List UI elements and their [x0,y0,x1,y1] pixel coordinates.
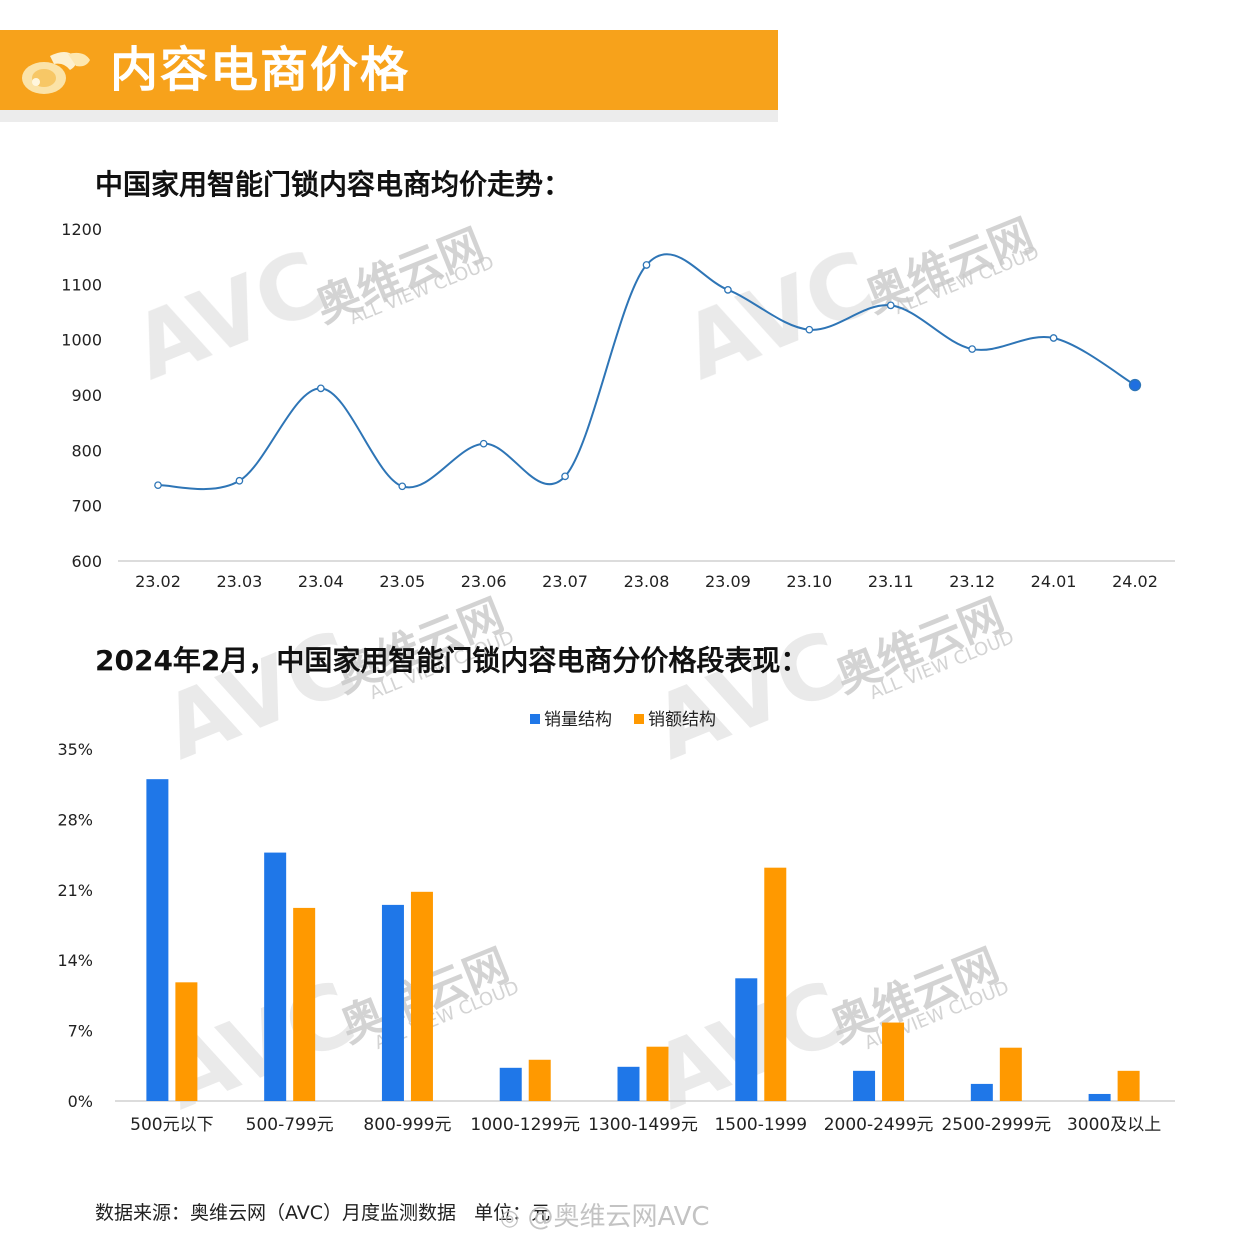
x-tick-label: 2000-2499元 [824,1115,934,1135]
data-point [235,476,244,485]
brand-swirl-icon [22,52,90,94]
data-point [398,482,407,491]
data-point [642,261,651,269]
y-tick-label: 700 [71,497,102,516]
x-tick-label: 23.02 [135,572,181,591]
bar-sales-volume [146,779,169,1101]
bar-sales-value [764,867,787,1101]
x-tick-label: 1500-1999 [714,1115,807,1135]
x-tick-label: 1000-1299元 [470,1115,580,1135]
bar-sales-volume [381,904,404,1101]
y-tick-label: 35% [57,740,93,759]
data-point [561,472,569,481]
bar-sales-value [999,1047,1022,1101]
legend-swatch [530,714,540,724]
y-tick-label: 1200 [61,220,102,239]
bar-sales-volume [1088,1093,1111,1101]
x-tick-label: 23.12 [949,572,995,591]
x-tick-label: 23.06 [461,572,507,591]
x-tick-label: 3000及以上 [1067,1115,1161,1135]
price-trend-line [157,253,1136,491]
x-tick-label: 23.09 [705,572,751,591]
bar-sales-value [410,891,433,1101]
header-banner [0,30,778,110]
source-text: 数据来源：奥维云网（AVC）月度监测数据 [95,1202,457,1224]
legend-swatch [634,714,644,724]
x-tick-label: 23.03 [217,572,263,591]
y-tick-label: 900 [71,386,102,405]
page-title: 内容电商价格 [110,42,411,98]
x-tick-label: 23.05 [379,572,425,591]
bar-sales-volume [735,978,758,1101]
price-segment-bar-chart: 销量结构 销额结构 0% 7% 14% 21% 28% 35% 500元以下 500-799元 80… [57,710,1175,1135]
bar-sales-volume [970,1083,993,1101]
data-point [154,481,162,490]
x-tick-label: 23.11 [868,572,914,591]
bar-sales-value [528,1059,551,1101]
data-point [316,384,325,393]
x-tick-label: 23.04 [298,572,344,591]
y-tick-label: 1100 [61,275,102,294]
line-chart-title: 中国家用智能门锁内容电商均价走势： [95,168,572,201]
weibo-icon: ◎ [500,1206,520,1231]
bar-sales-volume [264,852,287,1101]
data-point [805,325,814,334]
bar-sales-value [293,907,316,1101]
y-tick-label: 14% [57,951,93,970]
bar-sales-value [175,982,198,1101]
bar-sales-value [1117,1070,1140,1101]
bar-sales-volume [499,1067,522,1101]
x-tick-label: 500-799元 [246,1115,334,1135]
x-tick-label: 23.07 [542,572,588,591]
source-note: 数据来源：奥维云网（AVC）月度监测数据 单位：元 [95,1198,550,1225]
x-tick-label: 1300-1499元 [588,1115,698,1135]
data-point [1049,334,1058,342]
weibo-watermark: ◎ @奥维云网AVC [500,1196,710,1233]
bar-chart-title: 2024年2月，中国家用智能门锁内容电商分价格段表现： [95,644,809,677]
x-tick-label: 23.10 [786,572,832,591]
bar-sales-value [646,1046,669,1101]
x-tick-label: 800-999元 [363,1115,451,1135]
y-tick-label: 600 [71,552,102,571]
x-tick-label: 24.01 [1031,572,1077,591]
bar-sales-value [882,1022,905,1101]
bar-sales-volume [617,1066,640,1101]
data-point [886,301,895,310]
y-tick-label: 0% [68,1092,93,1111]
x-tick-label: 2500-2999元 [941,1115,1051,1135]
x-tick-label: 23.08 [624,572,670,591]
y-tick-label: 7% [68,1022,93,1041]
x-tick-label: 24.02 [1112,572,1158,591]
data-point [968,345,977,353]
y-tick-label: 800 [71,441,102,460]
price-trend-line-chart: 600 700 800 900 1000 1100 1200 23.02 23.03 23.04 2… [61,220,1175,591]
y-tick-label: 28% [57,810,93,829]
y-tick-label: 1000 [61,331,102,350]
x-tick-label: 500元以下 [130,1115,213,1135]
weibo-handle: @奥维云网AVC [527,1202,710,1232]
header-banner-shadow [0,110,778,122]
y-tick-label: 21% [57,881,93,900]
data-point [1128,378,1142,392]
bar-sales-volume [853,1070,876,1101]
data-point [724,286,732,294]
source-unit: 单位：元 [474,1202,551,1224]
data-point [479,439,488,448]
legend-label: 销额结构 [648,710,716,730]
legend-label: 销量结构 [544,710,612,730]
